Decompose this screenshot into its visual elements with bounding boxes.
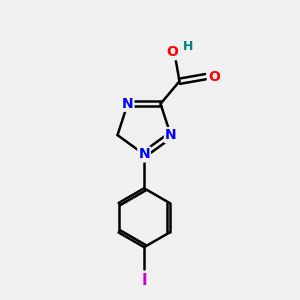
Text: H: H <box>183 40 193 53</box>
Text: N: N <box>122 97 134 111</box>
Text: O: O <box>166 45 178 59</box>
Text: N: N <box>138 147 150 161</box>
Text: O: O <box>208 70 220 84</box>
Text: I: I <box>141 273 147 288</box>
Text: N: N <box>165 128 176 142</box>
